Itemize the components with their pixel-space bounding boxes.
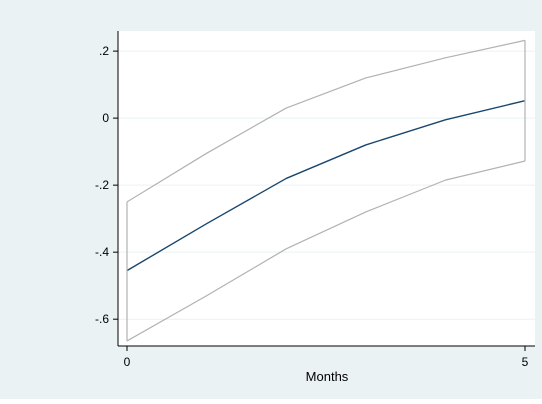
series-line-estimate (126, 100, 526, 272)
y-tick-label: -.2 (95, 178, 109, 192)
y-tick-label: -.6 (95, 312, 109, 326)
y-tick-label: -.4 (95, 245, 109, 259)
y-tick-label: .2 (99, 44, 109, 58)
series-layer (126, 39, 526, 342)
grid-lines (118, 50, 535, 320)
x-tick-label: 5 (522, 355, 529, 369)
x-axis-title: Months (306, 369, 349, 384)
axes (113, 31, 535, 351)
series-line-lower-bound (126, 160, 526, 342)
tick-labels: -.6 -.4 -.2 0 .2 0 5 (95, 44, 529, 369)
series-line-upper-bound (126, 39, 526, 203)
plot-area (118, 31, 535, 346)
x-tick-label: 0 (124, 355, 131, 369)
y-tick-label: 0 (102, 111, 109, 125)
